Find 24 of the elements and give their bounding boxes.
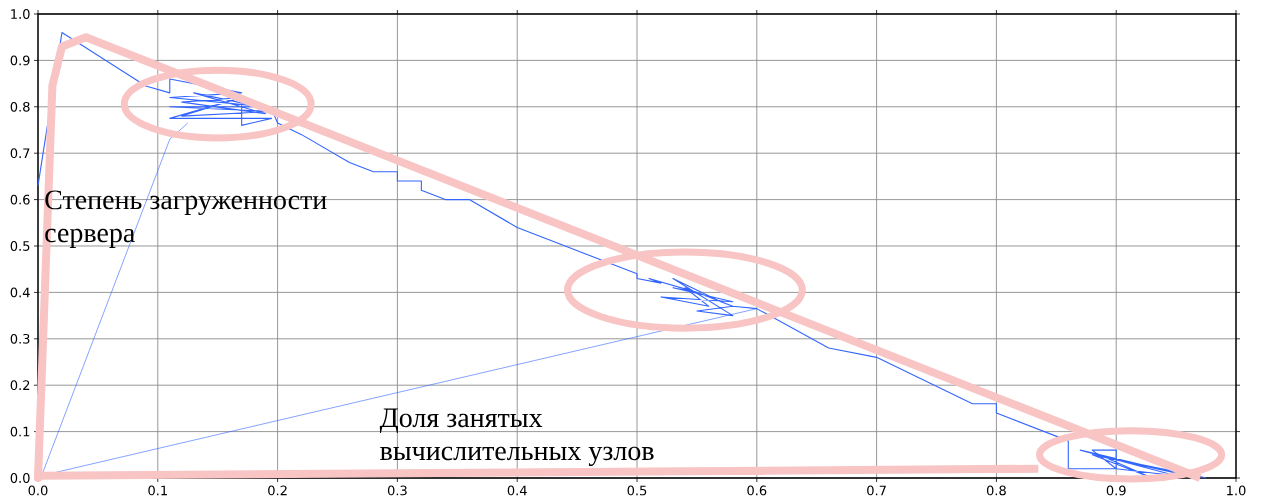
x-tick-label: 0.5 — [627, 485, 647, 496]
x-tick-label: 0.9 — [1106, 485, 1126, 496]
y-tick-label: 0.7 — [10, 148, 30, 159]
y-tick-label: 0.2 — [10, 380, 30, 391]
x-axis-title: Доля занятых вычислительных узлов — [379, 408, 654, 466]
y-tick-label: 0.1 — [10, 426, 30, 437]
x-tick-label: 0.0 — [28, 485, 48, 496]
y-tick-label: 0.9 — [10, 55, 30, 66]
x-tick-label: 1.0 — [1227, 485, 1246, 496]
x-tick-label: 0.2 — [268, 485, 287, 496]
x-tick-label: 0.7 — [867, 485, 886, 496]
y-tick-label: 0.6 — [10, 194, 30, 205]
y-axis-title: Степень загруженности сервера — [45, 190, 327, 249]
y-tick-label: 0.5 — [10, 241, 30, 251]
x-tick-label: 0.6 — [747, 485, 767, 496]
x-tick-label: 0.1 — [148, 485, 167, 496]
y-tick-label: 0.3 — [10, 333, 30, 344]
y-tick-label: 0.0 — [10, 473, 30, 483]
y-tick-label: 0.4 — [10, 287, 30, 298]
y-tick-label: 1.0 — [11, 9, 30, 19]
x-tick-label: 0.3 — [387, 485, 407, 496]
y-tick-label: 0.8 — [10, 101, 30, 112]
x-tick-label: 0.4 — [507, 485, 527, 496]
x-tick-label: 0.8 — [986, 485, 1006, 496]
